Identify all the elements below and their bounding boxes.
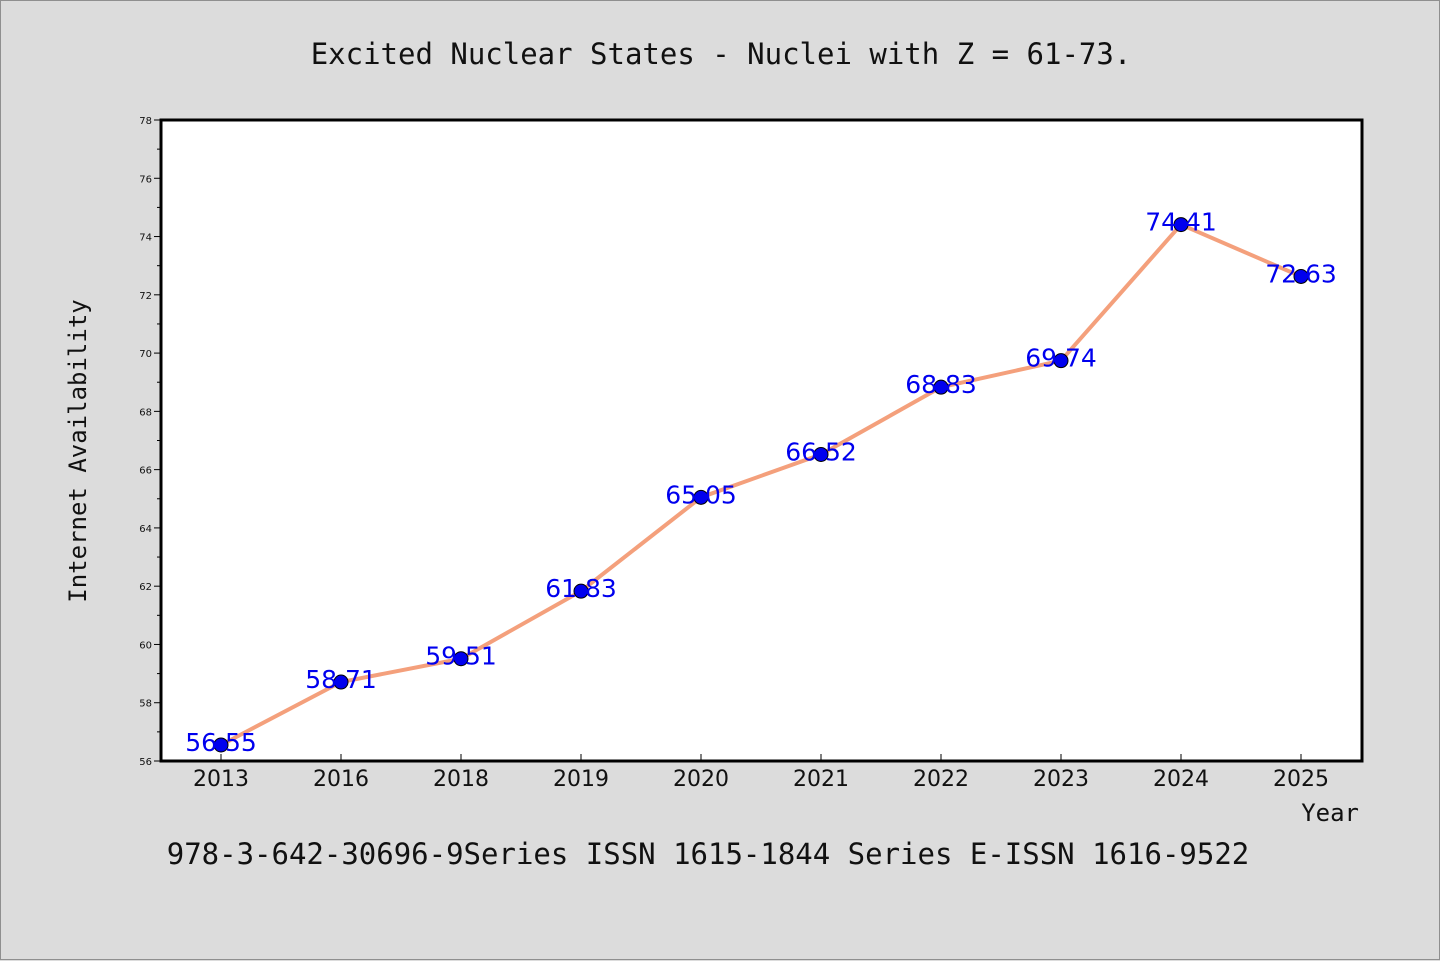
data-point <box>453 651 469 667</box>
x-tick-label: 2016 <box>313 767 369 792</box>
y-tick-label: 78 <box>139 116 152 127</box>
y-tick-label: 76 <box>139 174 152 185</box>
series-line <box>220 222 1302 747</box>
y-axis-label: Internet Availability <box>64 299 92 602</box>
plot-area <box>159 118 1364 763</box>
y-tick-label: 64 <box>139 524 152 535</box>
data-label: 66.52 <box>785 437 857 466</box>
data-point <box>1053 353 1069 369</box>
chart-title: Excited Nuclear States - Nuclei with Z =… <box>311 37 1132 71</box>
x-tick-label: 2013 <box>193 767 249 792</box>
x-tick-label: 2020 <box>673 767 729 792</box>
data-label: 65.05 <box>665 480 737 509</box>
data-label: 68.83 <box>905 370 977 399</box>
data-point <box>1173 217 1189 233</box>
x-tick-label: 2023 <box>1033 767 1089 792</box>
data-label: 58.71 <box>305 665 377 694</box>
y-tick-label: 56 <box>139 757 152 768</box>
data-label: 69.74 <box>1025 344 1097 373</box>
x-tick-label: 2021 <box>793 767 849 792</box>
data-label: 61.83 <box>545 574 617 603</box>
x-tick-label: 2018 <box>433 767 489 792</box>
y-tick-label: 74 <box>139 233 152 244</box>
data-label: 74.41 <box>1145 208 1217 237</box>
data-labels: 56.55 58.71 59.51 61.83 65.05 66.52 68.83 69.74… <box>185 208 1337 757</box>
y-tick-label: 60 <box>139 640 152 651</box>
x-tick-label: 2019 <box>553 767 609 792</box>
y-tick-label: 72 <box>139 291 152 302</box>
y-tick-label: 66 <box>139 466 152 477</box>
series-line-group <box>213 217 1309 753</box>
data-label: 59.51 <box>425 642 497 671</box>
data-point <box>573 583 589 599</box>
x-tick-label: 2025 <box>1273 767 1329 792</box>
data-point <box>333 674 349 690</box>
x-tick-label: 2024 <box>1153 767 1209 792</box>
data-label: 72.63 <box>1265 259 1337 288</box>
data-label: 56.55 <box>185 728 257 757</box>
data-point <box>693 489 709 505</box>
data-point <box>933 379 949 395</box>
data-point <box>813 446 829 462</box>
y-tick-label: 62 <box>139 582 152 593</box>
y-tick-label: 58 <box>139 699 152 710</box>
x-tick-label: 2022 <box>913 767 969 792</box>
x-axis-label: Year <box>1301 799 1359 827</box>
y-tick-label: 70 <box>139 349 152 360</box>
y-tick-label: 68 <box>139 407 152 418</box>
x-axis: 2013 2016 2018 2019 2020 2021 2022 2023 2024 2025 <box>193 754 1329 792</box>
y-axis: 56 58 60 62 64 66 68 70 72 74 76 78 <box>139 116 161 768</box>
data-point <box>1293 268 1309 284</box>
data-point <box>213 737 229 753</box>
footer-text: 978-3-642-30696-9Series ISSN 1615-1844 S… <box>167 837 1250 871</box>
